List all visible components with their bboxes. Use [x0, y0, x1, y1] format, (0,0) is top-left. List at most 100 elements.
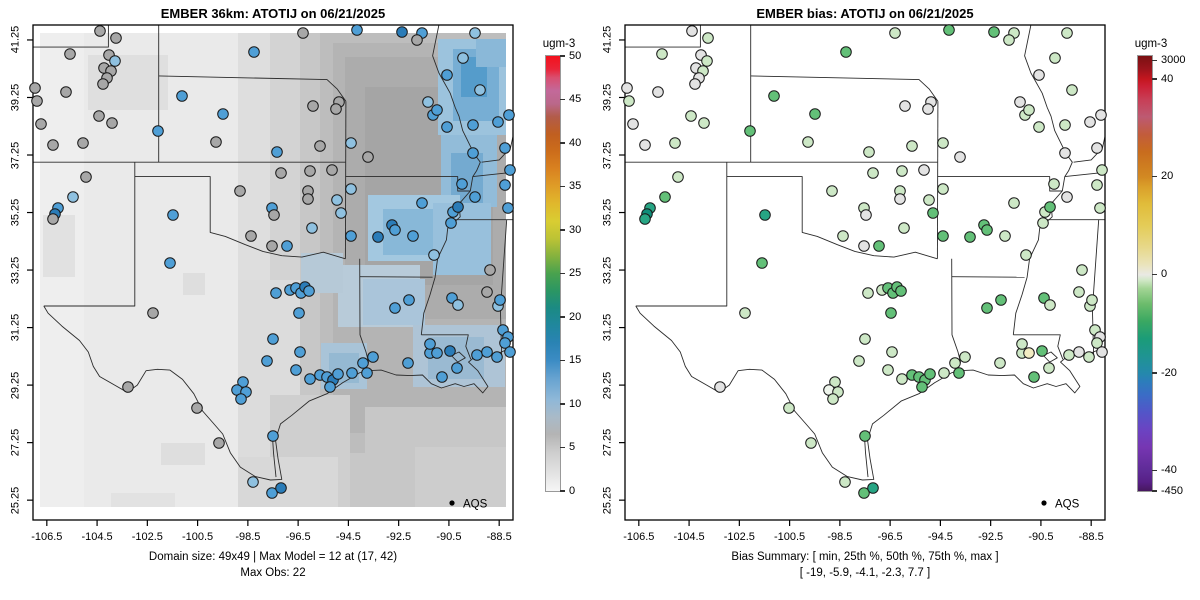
aqs-station-marker — [714, 381, 726, 393]
state-boundary-line — [951, 258, 961, 371]
aqs-station-marker — [652, 86, 664, 98]
legend-label: AQS — [1055, 499, 1080, 511]
legend-label: AQS — [463, 499, 488, 511]
aqs-station-marker — [672, 171, 684, 183]
y-tick-label: 29.25 — [9, 371, 22, 399]
colorbar-tick-mark — [1152, 273, 1157, 276]
aqs-station-marker — [1076, 264, 1088, 276]
aqs-station-marker — [67, 191, 79, 203]
aqs-station-marker — [164, 257, 176, 269]
aqs-station-marker — [809, 108, 821, 120]
aqs-station-marker — [402, 357, 414, 369]
model-raster-cell — [451, 153, 483, 223]
aqs-station-marker — [896, 165, 908, 177]
aqs-station-marker — [109, 55, 121, 67]
aqs-station-marker — [431, 347, 443, 359]
aqs-station-marker — [467, 147, 479, 159]
aqs-station-marker — [1033, 121, 1045, 133]
aqs-station-marker — [217, 108, 229, 120]
aqs-station-marker — [832, 386, 844, 398]
aqs-station-marker — [1043, 362, 1055, 374]
colorbar-tick-mark — [560, 359, 565, 361]
aqs-station-marker — [802, 136, 814, 148]
model-raster-cell — [461, 57, 487, 97]
aqs-station-marker — [837, 230, 849, 242]
aqs-station-marker — [783, 402, 795, 414]
aqs-station-marker — [47, 213, 59, 225]
aqs-station-marker — [416, 27, 428, 39]
aqs-station-marker — [1089, 324, 1101, 336]
aqs-station-marker — [396, 26, 408, 38]
colorbar-tick-mark — [1152, 469, 1157, 472]
aqs-station-marker — [484, 264, 496, 276]
aqs-station-marker — [938, 367, 950, 379]
y-tick-label: 41.25 — [601, 26, 614, 54]
aqs-station-marker — [1091, 142, 1103, 154]
colorbar-tick-mark — [560, 316, 565, 318]
aqs-station-marker — [97, 78, 109, 90]
aqs-station-marker — [502, 331, 514, 343]
aqs-station-marker — [1094, 331, 1106, 343]
aqs-station-marker — [1061, 27, 1073, 39]
aqs-station-marker — [693, 72, 705, 84]
aqs-station-marker — [346, 367, 358, 379]
x-tick-label: -106.5 — [31, 531, 63, 543]
model-raster-cell — [43, 215, 75, 277]
y-tick-label: 31.25 — [9, 313, 22, 342]
aqs-station-marker — [235, 393, 247, 405]
aqs-station-marker — [887, 287, 899, 299]
aqs-station-marker — [245, 230, 257, 242]
aqs-station-marker — [1003, 34, 1015, 46]
aqs-station-marker — [659, 191, 671, 203]
aqs-station-marker — [266, 240, 278, 252]
aqs-station-marker — [275, 167, 287, 179]
model-raster-cell — [238, 33, 300, 507]
aqs-station-marker — [701, 55, 713, 67]
aqs-station-marker — [1020, 249, 1032, 261]
aqs-station-marker — [925, 96, 937, 108]
x-tick-label: -96.5 — [285, 531, 311, 543]
legend-dot-icon — [449, 500, 455, 506]
aqs-station-marker — [1033, 69, 1045, 81]
aqs-station-marker — [859, 333, 871, 345]
aqs-station-marker — [266, 202, 278, 214]
y-tick-label: 39.25 — [601, 83, 614, 112]
aqs-station-marker — [281, 240, 293, 252]
aqs-station-marker — [1095, 109, 1107, 121]
aqs-station-marker — [949, 357, 961, 369]
model-raster-cell — [428, 337, 484, 379]
aqs-station-marker — [295, 287, 307, 299]
model-raster-cell — [301, 253, 343, 293]
colorbar-tick-label: 35 — [569, 180, 582, 192]
colorbar-tick-mark — [560, 185, 565, 187]
aqs-station-marker — [445, 217, 457, 229]
state-boundary-line — [726, 176, 938, 260]
aqs-station-marker — [916, 381, 928, 393]
state-boundary-line — [937, 176, 1063, 192]
y-tick-label: 37.25 — [9, 141, 22, 169]
x-tick-label: -104.5 — [673, 531, 705, 543]
aqs-station-marker — [623, 95, 635, 107]
state-boundary-line — [451, 351, 466, 363]
aqs-station-marker — [644, 202, 656, 214]
model-raster-cell — [383, 209, 445, 255]
aqs-station-marker — [504, 346, 516, 358]
aqs-station-marker — [451, 362, 463, 374]
model-raster-cell — [433, 203, 491, 275]
aqs-station-marker — [621, 82, 633, 94]
aqs-station-marker — [1008, 197, 1020, 209]
aqs-station-marker — [436, 371, 448, 383]
state-boundary-line — [43, 162, 136, 307]
state-boundary-line — [635, 162, 728, 307]
state-boundary-line — [499, 219, 508, 358]
aqs-station-marker — [686, 25, 698, 37]
aqs-station-marker — [702, 32, 714, 44]
aqs-station-marker — [759, 209, 771, 221]
aqs-station-marker — [357, 357, 369, 369]
aqs-station-marker — [502, 202, 514, 214]
aqs-station-marker — [416, 197, 428, 209]
y-tick-label: 33.25 — [601, 256, 614, 284]
aqs-station-marker — [937, 230, 949, 242]
aqs-station-marker — [386, 219, 398, 231]
